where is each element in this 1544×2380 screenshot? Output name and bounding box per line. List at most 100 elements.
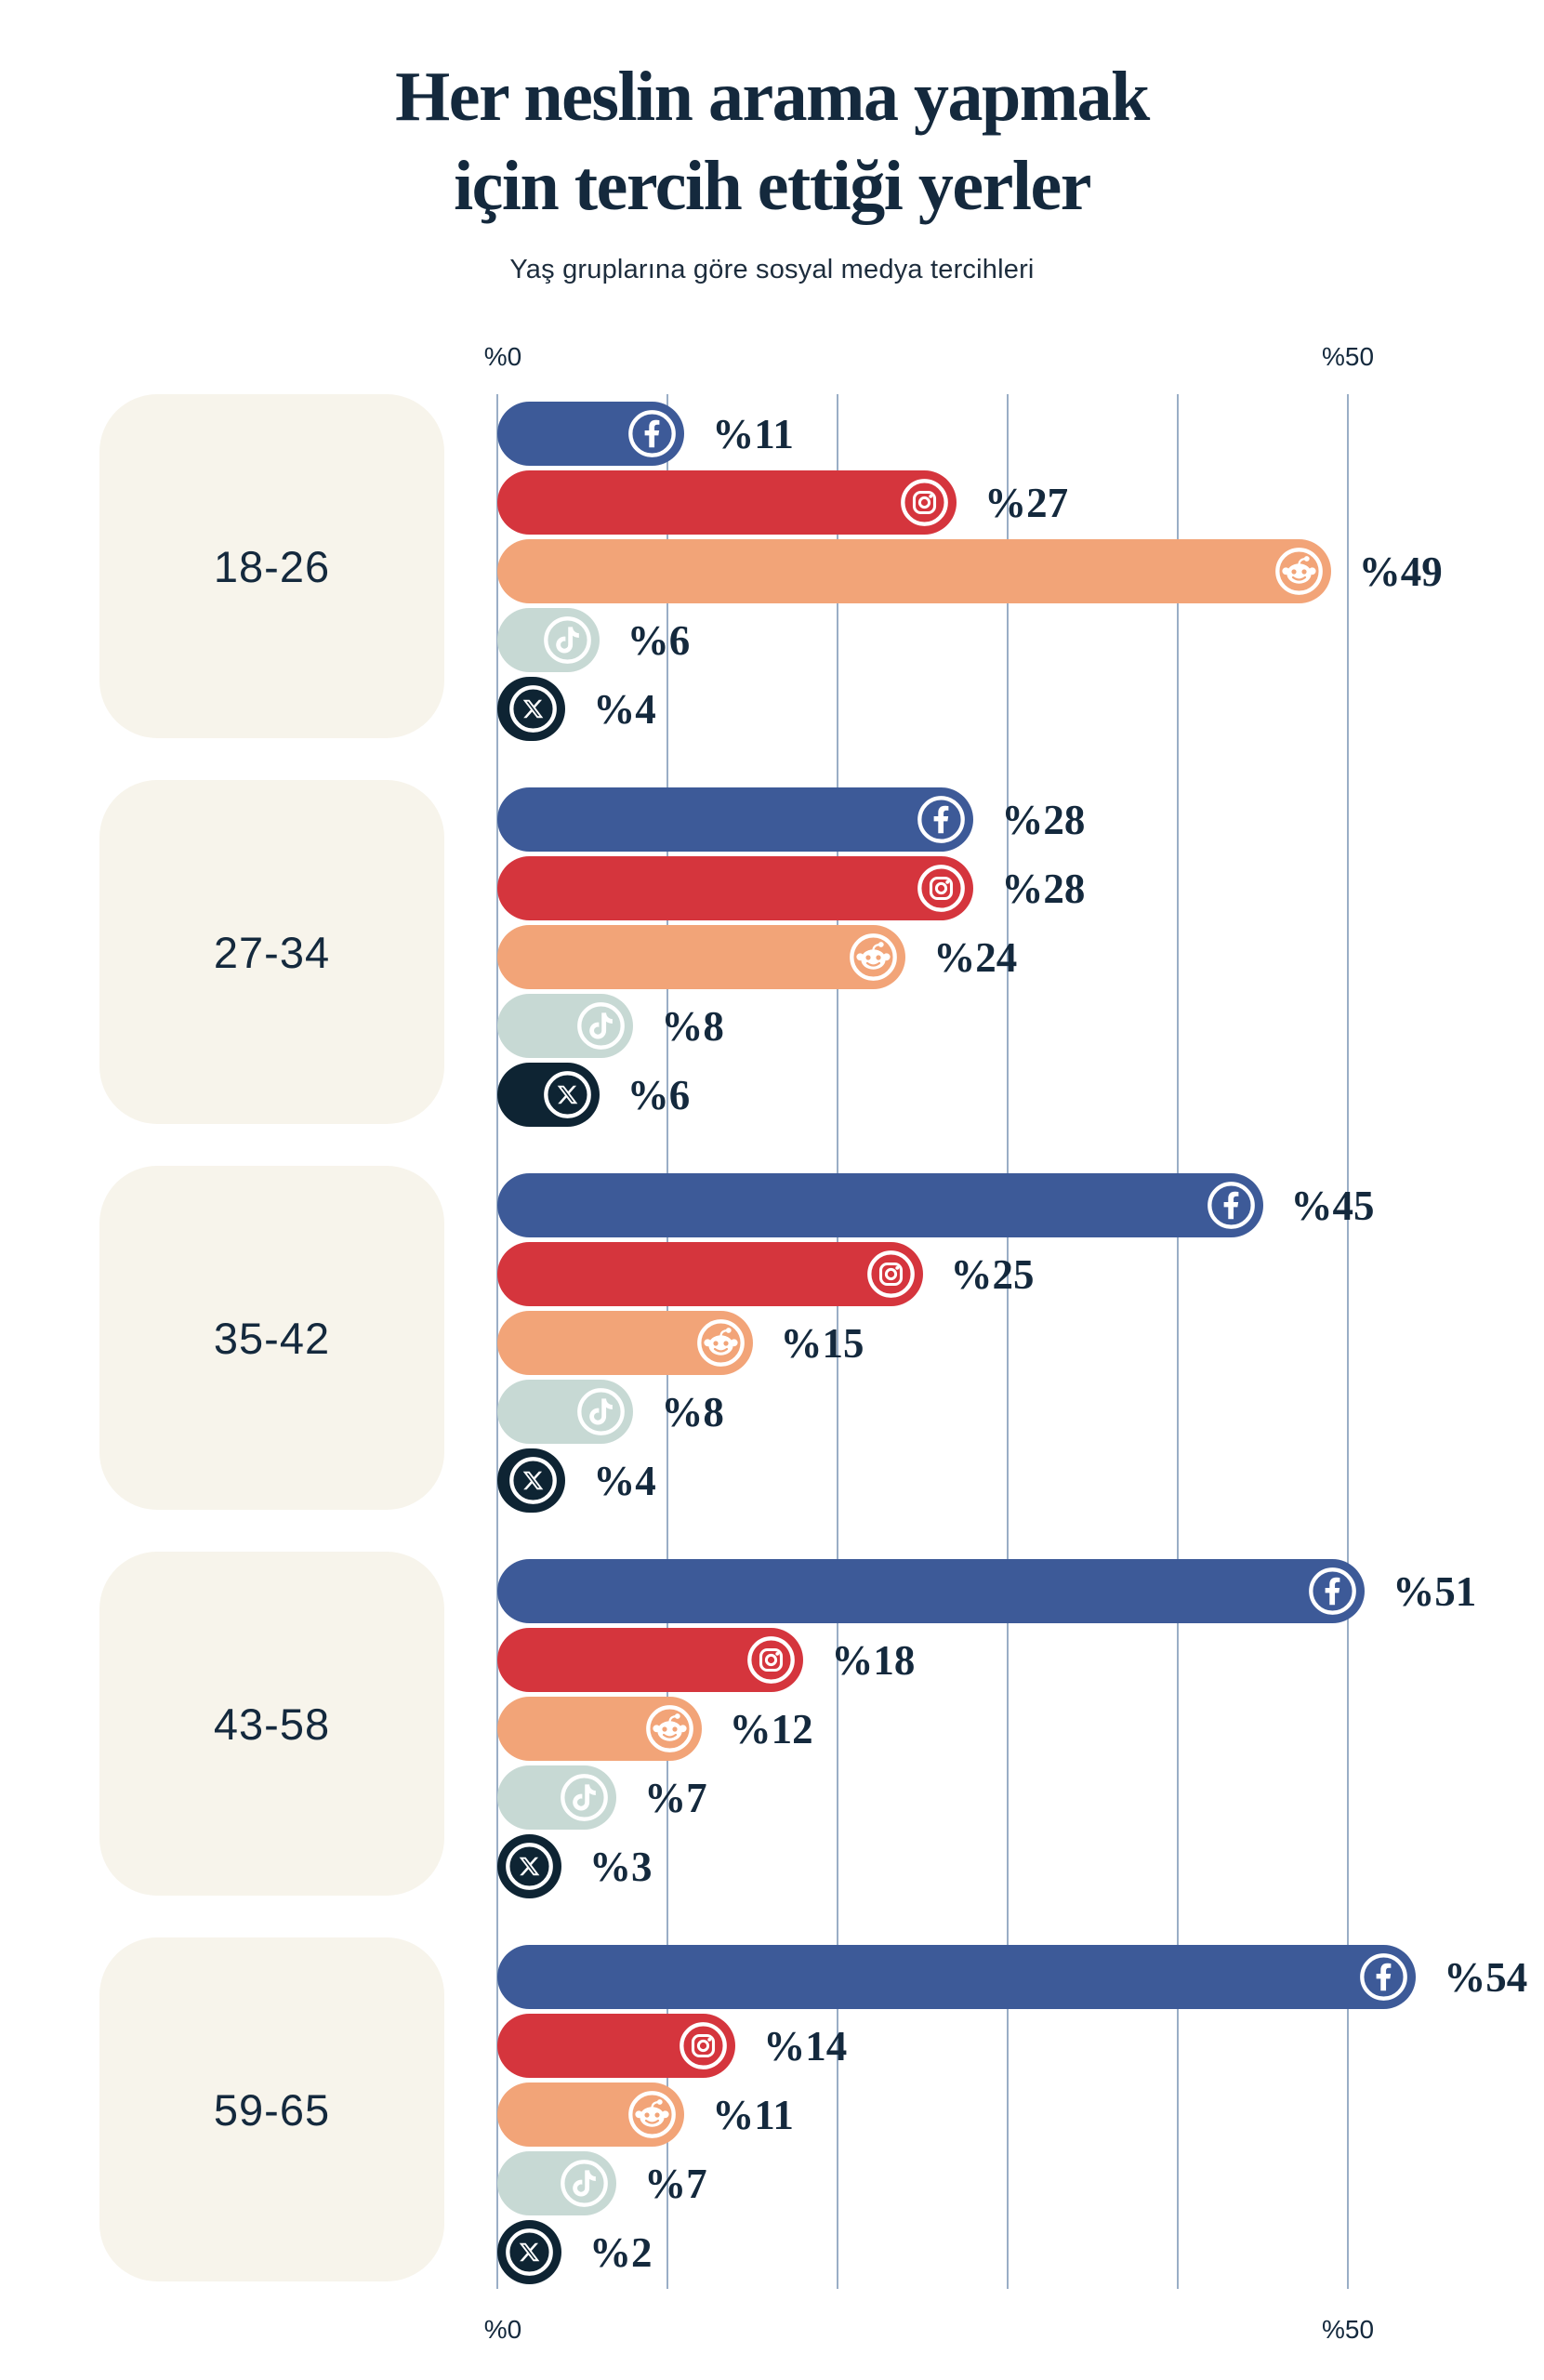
- instagram-icon: [746, 1635, 796, 1685]
- instagram-icon: [917, 864, 966, 913]
- age-group-row: 59-65 %54 %14 %11 %7 %2: [0, 1937, 1544, 2286]
- bar-value-label: %49: [1358, 549, 1443, 595]
- instagram-icon: [866, 1250, 916, 1299]
- bar-value-label: %25: [950, 1251, 1035, 1298]
- age-group-row: 27-34 %28 %28 %24 %8 %6: [0, 780, 1544, 1129]
- bar-value-label: %2: [589, 2229, 653, 2276]
- instagram-bar: [497, 470, 957, 535]
- reddit-icon: [645, 1704, 694, 1753]
- facebook-icon: [917, 795, 966, 844]
- age-group-row: 35-42 %45 %25 %15 %8 %4: [0, 1166, 1544, 1514]
- bar-value-label: %28: [1001, 797, 1086, 843]
- instagram-icon: [900, 478, 949, 527]
- axis-label-bottom-min: %0: [483, 2315, 522, 2344]
- instagram-bar: [497, 856, 974, 920]
- reddit-bar: [497, 925, 906, 989]
- gridline: [837, 394, 838, 2289]
- x-bar: [497, 2220, 561, 2284]
- reddit-icon: [627, 2090, 677, 2139]
- tiktok-bar: [497, 994, 634, 1058]
- bar-value-label: %11: [712, 2092, 794, 2138]
- facebook-bar: [497, 1559, 1366, 1623]
- bar-value-label: %18: [831, 1637, 916, 1684]
- bar-value-label: %11: [712, 411, 794, 457]
- tiktok-icon: [560, 1773, 609, 1822]
- bar-value-label: %8: [661, 1389, 724, 1435]
- x-icon: [508, 1456, 558, 1505]
- bar-value-label: %24: [933, 934, 1018, 981]
- x-icon: [508, 684, 558, 734]
- tiktok-bar: [497, 1380, 634, 1444]
- age-group-card: 35-42: [99, 1166, 444, 1510]
- age-group-label: 35-42: [213, 1313, 331, 1363]
- reddit-bar: [497, 539, 1331, 603]
- bar-value-label: %54: [1444, 1954, 1528, 2001]
- axis-label-top-min: %0: [483, 342, 522, 371]
- page-title: Her neslin arama yapmak için tercih etti…: [0, 52, 1544, 231]
- facebook-icon: [1207, 1181, 1256, 1230]
- reddit-bar: [497, 1311, 753, 1375]
- header: Her neslin arama yapmak için tercih etti…: [0, 52, 1544, 285]
- x-bar: [497, 1834, 561, 1898]
- title-line-2: için tercih ettiği yerler: [454, 147, 1091, 225]
- reddit-icon: [1274, 547, 1324, 596]
- x-icon: [505, 1842, 554, 1891]
- reddit-bar: [497, 1697, 702, 1761]
- age-group-label: 59-65: [213, 2084, 331, 2135]
- bar-value-label: %4: [593, 1458, 656, 1504]
- gridline: [1177, 394, 1179, 2289]
- bar-value-label: %7: [644, 2161, 707, 2207]
- title-line-1: Her neslin arama yapmak: [395, 58, 1150, 136]
- facebook-bar: [497, 1945, 1417, 2009]
- instagram-icon: [679, 2021, 728, 2070]
- axis-label-top-max: %50: [1321, 342, 1375, 371]
- reddit-icon: [849, 932, 898, 982]
- tiktok-bar: [497, 1765, 617, 1830]
- bar-value-label: %15: [780, 1320, 864, 1367]
- facebook-bar: [497, 1173, 1263, 1237]
- gridline: [1007, 394, 1009, 2289]
- facebook-bar: [497, 402, 685, 466]
- tiktok-icon: [543, 615, 592, 665]
- instagram-bar: [497, 1242, 923, 1306]
- reddit-icon: [696, 1318, 746, 1368]
- bar-value-label: %3: [589, 1844, 653, 1890]
- age-group-row: 18-26 %11 %27 %49 %6 %4: [0, 394, 1544, 743]
- bar-value-label: %51: [1392, 1568, 1477, 1615]
- reddit-bar: [497, 2082, 685, 2147]
- bar-value-label: %6: [627, 1072, 691, 1118]
- bar-value-label: %28: [1001, 866, 1086, 912]
- x-icon: [543, 1070, 592, 1119]
- bar-value-label: %12: [729, 1706, 813, 1752]
- age-group-card: 59-65: [99, 1937, 444, 2281]
- bar-value-label: %4: [593, 686, 656, 733]
- x-bar: [497, 1448, 566, 1513]
- facebook-bar: [497, 787, 974, 852]
- tiktok-bar: [497, 608, 600, 672]
- bar-value-label: %6: [627, 617, 691, 664]
- bar-value-label: %14: [763, 2023, 848, 2069]
- age-group-label: 43-58: [213, 1699, 331, 1749]
- age-group-label: 18-26: [213, 541, 331, 591]
- instagram-bar: [497, 1628, 804, 1692]
- bar-value-label: %27: [984, 480, 1069, 526]
- bar-value-label: %45: [1290, 1183, 1375, 1229]
- x-bar: [497, 1063, 600, 1127]
- age-group-row: 43-58 %51 %18 %12 %7 %3: [0, 1552, 1544, 1900]
- tiktok-icon: [576, 1387, 626, 1436]
- tiktok-bar: [497, 2151, 617, 2215]
- bar-value-label: %8: [661, 1003, 724, 1050]
- x-icon: [505, 2228, 554, 2277]
- age-group-card: 27-34: [99, 780, 444, 1124]
- age-group-label: 27-34: [213, 927, 331, 977]
- gridline: [1347, 394, 1349, 2289]
- facebook-icon: [627, 409, 677, 458]
- axis-label-bottom-max: %50: [1321, 2315, 1375, 2344]
- age-group-card: 18-26: [99, 394, 444, 738]
- chart-subtitle: Yaş gruplarına göre sosyal medya tercihl…: [509, 255, 1035, 284]
- tiktok-icon: [576, 1001, 626, 1051]
- age-group-card: 43-58: [99, 1552, 444, 1896]
- facebook-icon: [1308, 1567, 1357, 1616]
- x-bar: [497, 677, 566, 741]
